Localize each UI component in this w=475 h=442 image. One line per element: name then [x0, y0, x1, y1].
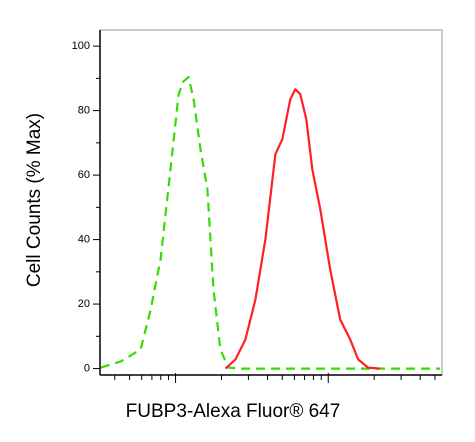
plot-frame [99, 29, 443, 376]
y-tick-label: 0 [84, 362, 90, 374]
x-axis-label: FUBP3-Alexa Fluor® 647 [126, 401, 341, 422]
y-axis-label: Cell Counts (% Max) [24, 113, 45, 287]
y-tick-label: 100 [72, 40, 90, 52]
y-tick-label: 20 [78, 298, 90, 310]
series-line [224, 88, 381, 370]
y-tick-label: 60 [78, 169, 90, 181]
y-tick-label: 80 [78, 105, 90, 117]
y-tick-label: 40 [78, 233, 90, 245]
series-line [100, 76, 440, 370]
